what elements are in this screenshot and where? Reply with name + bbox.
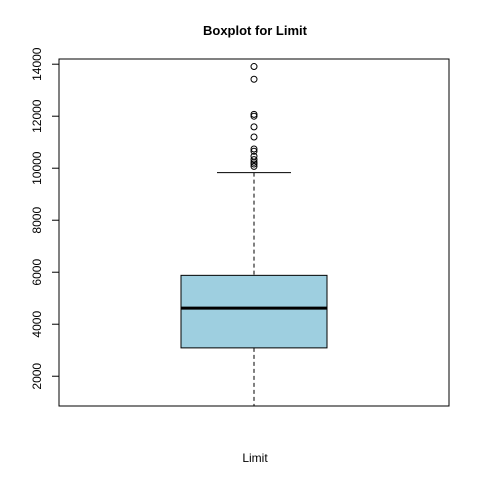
y-tick-label: 6000 [30, 259, 44, 286]
y-axis: 2000 4000 6000 8000 10000 12000 14000 [30, 47, 60, 390]
chart-title: Boxplot for Limit [203, 23, 308, 38]
y-tick-label: 2000 [30, 363, 44, 390]
outlier-point [250, 110, 258, 118]
y-tick-label: 10000 [30, 151, 44, 185]
outlier-point [250, 156, 258, 164]
outlier-point [250, 160, 258, 168]
outlier-point [250, 162, 258, 170]
outlier-group [250, 63, 258, 170]
outlier-point [250, 152, 258, 160]
outlier-point [250, 75, 258, 83]
outlier-point [250, 123, 258, 131]
outlier-point [250, 145, 258, 153]
iqr-box [180, 274, 328, 349]
box-group [180, 172, 328, 407]
outlier-point [250, 63, 258, 71]
outlier-point [250, 147, 258, 155]
y-tick-label: 12000 [30, 99, 44, 133]
x-axis-label: Limit [242, 451, 268, 465]
y-tick-label: 4000 [30, 311, 44, 338]
outlier-point [250, 112, 258, 120]
y-tick-label: 14000 [30, 47, 44, 81]
y-tick-label: 8000 [30, 207, 44, 234]
outlier-point [250, 133, 258, 141]
